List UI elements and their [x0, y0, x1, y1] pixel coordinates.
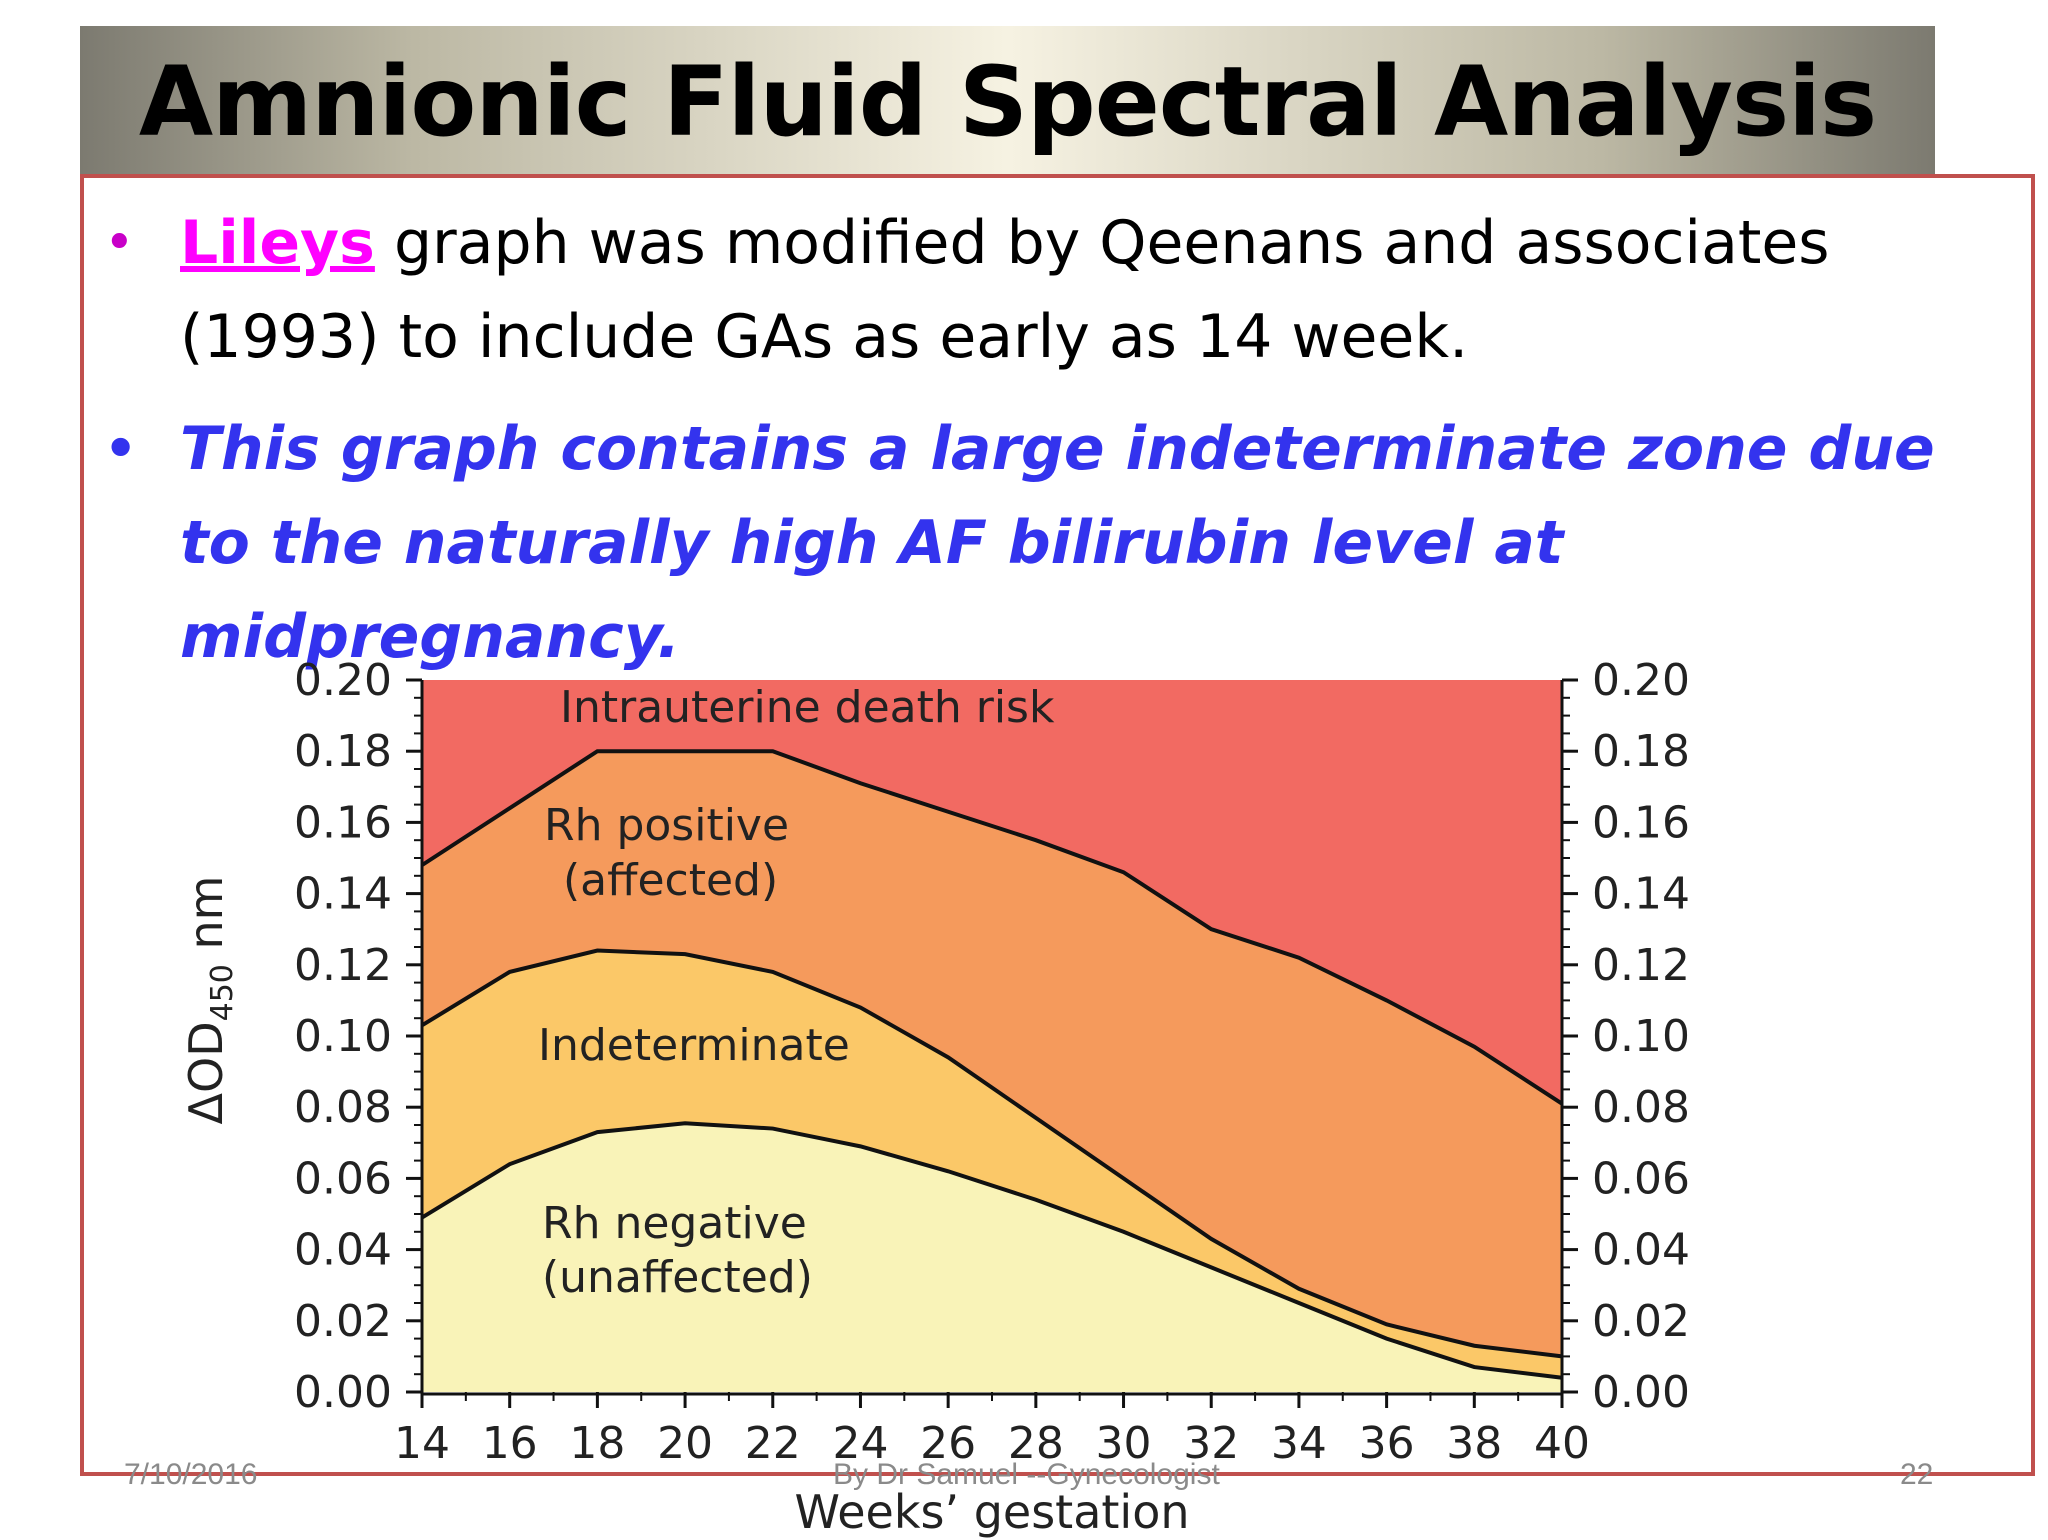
zone-area-0: [422, 1123, 1562, 1392]
boundary-lines: [420, 749, 1564, 1380]
zone-area-1: [422, 950, 1562, 1378]
y-tick-label-left: 0.04: [294, 1225, 392, 1276]
x-tick-label: 32: [1183, 1418, 1239, 1469]
y-tick-label-right: 0.18: [1592, 726, 1690, 777]
x-tick-label: 24: [832, 1418, 888, 1469]
bullet-1-text: graph was modified by Qeenans and associ…: [180, 208, 1830, 372]
x-tick-label: 16: [482, 1418, 538, 1469]
title-bar: Amnionic Fluid Spectral Analysis: [80, 26, 1935, 178]
y-tick-label-right: 0.08: [1592, 1082, 1690, 1133]
bullet-2-text: This graph contains a large indeterminat…: [180, 414, 1935, 672]
y-tick-label-left: 0.10: [294, 1011, 392, 1062]
bullet-icon: •: [104, 419, 138, 479]
x-tick-label: 18: [569, 1418, 625, 1469]
bullet-item-2: • This graph contains a large indetermina…: [100, 402, 2000, 684]
x-tick-label: 34: [1271, 1418, 1327, 1469]
y-tick-label-left: 0.18: [294, 726, 392, 777]
boundary-line-1: [420, 948, 1563, 1359]
x-tick-label: 38: [1446, 1418, 1502, 1469]
y-tick-label-left: 0.02: [294, 1296, 392, 1347]
zone-labels: Intrauterine death risk Rh positive (aff…: [538, 682, 1055, 1303]
zone-label-negative-1: Rh negative: [542, 1198, 807, 1249]
x-tick-label: 14: [394, 1418, 450, 1469]
zone-label-death: Intrauterine death risk: [560, 682, 1055, 733]
y-tick-label-right: 0.04: [1592, 1225, 1690, 1276]
bullet-list: • Lileys graph was modified by Qeenans an…: [100, 196, 2000, 702]
zone-label-indeterminate: Indeterminate: [538, 1020, 850, 1071]
chart-axes: 0.00 0.00 0.02 0.02 0.04 0.04 0.06 0.06 0.08 0.08…: [294, 655, 1690, 1469]
x-tick-label: 22: [745, 1418, 801, 1469]
y-tick-label-left: 0.00: [294, 1367, 392, 1418]
y-tick-label-right: 0.02: [1592, 1296, 1690, 1347]
y-tick-label-left: 0.06: [294, 1153, 392, 1204]
y-tick-label-right: 0.14: [1592, 869, 1690, 920]
y-axis-title: ΔOD450 nm: [179, 876, 240, 1125]
x-axis-title: Weeks’ gestation: [794, 1485, 1189, 1539]
bullet-icon: •: [104, 213, 135, 273]
y-tick-label-left: 0.20: [294, 655, 392, 706]
footer-page: 22: [1900, 1458, 1934, 1491]
lileys-link[interactable]: Lileys: [180, 208, 375, 278]
x-tick-label: 36: [1359, 1418, 1415, 1469]
footer-date: 7/10/2016: [124, 1458, 258, 1491]
boundary-line-0: [420, 1121, 1563, 1380]
spectral-chart: 0.00 0.00 0.02 0.02 0.04 0.04 0.06 0.06 0.08 0.08…: [179, 655, 1690, 1539]
zone-label-positive-2: (affected): [563, 855, 778, 906]
zone-label-negative-2: (unaffected): [542, 1252, 813, 1303]
zone-area-2: [422, 751, 1562, 1357]
y-tick-label-right: 0.12: [1592, 940, 1690, 991]
bullet-item-1: • Lileys graph was modified by Qeenans an…: [100, 196, 2000, 384]
zone-areas: [422, 680, 1562, 1392]
y-tick-label-right: 0.10: [1592, 1011, 1690, 1062]
x-tick-label: 26: [920, 1418, 976, 1469]
y-tick-label-right: 0.20: [1592, 655, 1690, 706]
footer-author: By Dr Samuel --Gynecologist: [833, 1458, 1220, 1491]
y-tick-label-right: 0.06: [1592, 1153, 1690, 1204]
zone-label-positive-1: Rh positive: [544, 800, 789, 851]
x-tick-label: 40: [1534, 1418, 1590, 1469]
zone-area-3: [422, 680, 1562, 1104]
y-tick-label-left: 0.08: [294, 1082, 392, 1133]
y-tick-label-left: 0.14: [294, 869, 392, 920]
y-tick-label-right: 0.00: [1592, 1367, 1690, 1418]
y-tick-label-left: 0.12: [294, 940, 392, 991]
y-tick-label-right: 0.16: [1592, 797, 1690, 848]
x-tick-label: 30: [1096, 1418, 1152, 1469]
y-tick-label-left: 0.16: [294, 797, 392, 848]
boundary-line-2: [420, 749, 1564, 1106]
slide-title: Amnionic Fluid Spectral Analysis: [138, 46, 1877, 158]
x-tick-label: 20: [657, 1418, 713, 1469]
x-tick-label: 28: [1008, 1418, 1064, 1469]
